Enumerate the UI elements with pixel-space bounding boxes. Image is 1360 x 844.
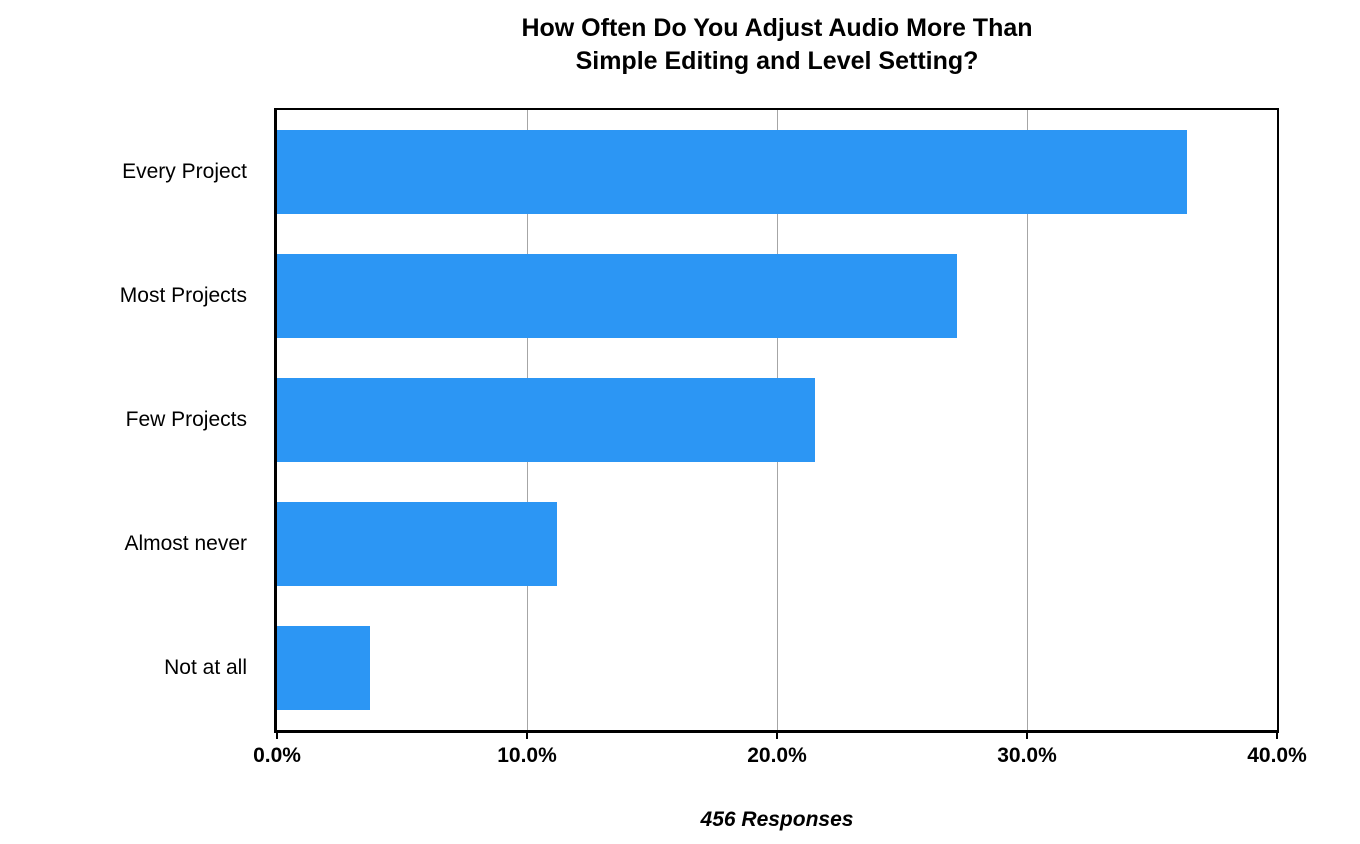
plot-area [274, 108, 1279, 733]
bar-most-projects [277, 254, 957, 338]
x-tick-mark-0 [276, 733, 278, 739]
response-count-caption: 456 Responses [700, 808, 854, 831]
category-label-few-projects: Few Projects [125, 408, 247, 431]
bar-few-projects [277, 378, 815, 462]
chart-title-line1: How Often Do You Adjust Audio More Than [521, 14, 1033, 42]
x-tick-label-10: 10.0% [497, 744, 557, 767]
x-tick-mark-10 [526, 733, 528, 739]
x-tick-mark-30 [1026, 733, 1028, 739]
x-tick-mark-20 [776, 733, 778, 739]
x-tick-mark-40 [1276, 733, 1278, 739]
category-label-every-project: Every Project [122, 160, 247, 183]
category-label-almost-never: Almost never [124, 532, 247, 555]
chart-title: How Often Do You Adjust Audio More Than … [277, 12, 1277, 78]
category-label-most-projects: Most Projects [119, 284, 247, 307]
x-tick-label-20: 20.0% [747, 744, 807, 767]
bar-not-at-all [277, 626, 370, 710]
category-label-not-at-all: Not at all [164, 656, 247, 679]
x-tick-label-0: 0.0% [253, 744, 301, 767]
x-tick-label-40: 40.0% [1247, 744, 1307, 767]
gridline-30 [1027, 110, 1028, 730]
bar-almost-never [277, 502, 557, 586]
x-tick-label-30: 30.0% [997, 744, 1057, 767]
chart-title-line2: Simple Editing and Level Setting? [575, 47, 979, 75]
bar-every-project [277, 130, 1187, 214]
